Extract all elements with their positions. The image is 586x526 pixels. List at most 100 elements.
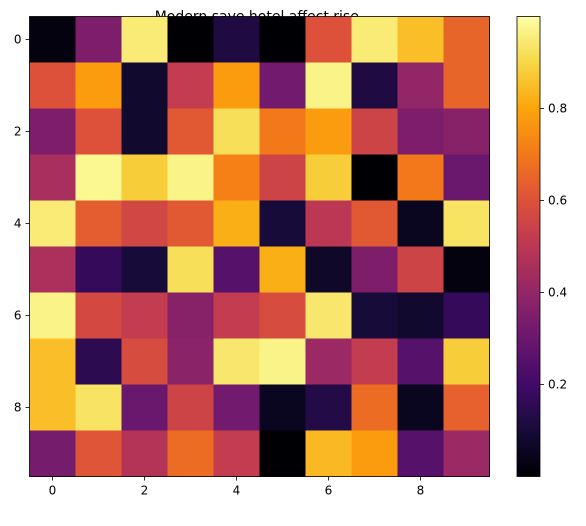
- colorbar-gradient: [517, 16, 540, 477]
- heatmap-cell: [75, 154, 122, 201]
- heatmap-cell: [397, 154, 444, 201]
- colorbar: 0.2 0.4 0.6 0.8: [516, 16, 567, 477]
- heatmap-cell: [443, 384, 490, 431]
- colorbar-tick-label: 0.6: [548, 194, 567, 208]
- heatmap-cell: [167, 62, 214, 109]
- heatmap-cell: [351, 62, 398, 109]
- heatmap-cell: [167, 246, 214, 293]
- heatmap-cell: [305, 246, 352, 293]
- heatmap-cell: [351, 16, 398, 63]
- heatmap-cell: [29, 430, 76, 477]
- heatmap-cell: [29, 16, 76, 63]
- heatmap-cell: [259, 200, 306, 247]
- heatmap-cell: [75, 338, 122, 385]
- heatmap-cell: [121, 154, 168, 201]
- heatmap-cell: [351, 384, 398, 431]
- heatmap-cell: [75, 292, 122, 339]
- heatmap-cell: [443, 292, 490, 339]
- heatmap-cell: [305, 200, 352, 247]
- x-tick-label: 6: [325, 484, 333, 498]
- heatmap-cell: [259, 62, 306, 109]
- heatmap-cell: [305, 62, 352, 109]
- x-tick-label: 2: [141, 484, 149, 498]
- y-tick-label: 0: [14, 33, 22, 47]
- heatmap-cell: [121, 16, 168, 63]
- heatmap-cell: [213, 62, 260, 109]
- heatmap-cell: [259, 384, 306, 431]
- heatmap-cell: [121, 384, 168, 431]
- colorbar-tick-label: 0.4: [548, 286, 567, 300]
- heatmap-cell: [305, 430, 352, 477]
- heatmap-cell: [443, 154, 490, 201]
- heatmap-cell: [443, 16, 490, 63]
- heatmap-cell: [213, 108, 260, 155]
- heatmap-cell: [305, 338, 352, 385]
- heatmap-cell: [305, 108, 352, 155]
- heatmap-cell: [75, 108, 122, 155]
- heatmap-cell: [397, 16, 444, 63]
- heatmap-cell: [29, 200, 76, 247]
- heatmap-cell: [351, 430, 398, 477]
- heatmap-cell: [305, 16, 352, 63]
- heatmap-cell: [351, 338, 398, 385]
- y-tick-label: 8: [14, 401, 22, 415]
- heatmap-cell: [443, 108, 490, 155]
- heatmap-cell: [397, 292, 444, 339]
- heatmap-cell: [443, 430, 490, 477]
- y-axis: 0 2 4 6 8: [14, 33, 30, 415]
- x-axis: 0 2 4 6 8: [49, 476, 425, 498]
- heatmap-cell: [443, 246, 490, 293]
- heatmap-cell: [213, 430, 260, 477]
- heatmap-cell: [351, 246, 398, 293]
- heatmap-cell: [397, 430, 444, 477]
- heatmap-cell: [29, 154, 76, 201]
- heatmap-cell: [213, 16, 260, 63]
- heatmap-cell: [351, 108, 398, 155]
- colorbar-tick-label: 0.2: [548, 378, 567, 392]
- heatmap-cell: [213, 200, 260, 247]
- x-tick-label: 4: [233, 484, 241, 498]
- heatmap-cell: [213, 384, 260, 431]
- x-tick-label: 0: [49, 484, 57, 498]
- heatmap-cell: [305, 292, 352, 339]
- x-tick-label: 8: [417, 484, 425, 498]
- heatmap-cell: [305, 384, 352, 431]
- y-tick-label: 2: [14, 125, 22, 139]
- heatmap-cell: [213, 338, 260, 385]
- heatmap-cell: [167, 384, 214, 431]
- heatmap-cell: [29, 246, 76, 293]
- heatmap-cell: [351, 292, 398, 339]
- heatmap-cell: [121, 338, 168, 385]
- colorbar-ticks: 0.2 0.4 0.6 0.8: [540, 102, 567, 392]
- heatmap-cell: [167, 338, 214, 385]
- heatmap-cell: [259, 292, 306, 339]
- heatmap-cell: [29, 62, 76, 109]
- heatmap-cell: [397, 384, 444, 431]
- heatmap-cell: [167, 200, 214, 247]
- heatmap-cell: [213, 246, 260, 293]
- heatmap-cell: [121, 62, 168, 109]
- heatmap-cell: [213, 292, 260, 339]
- y-tick-label: 4: [14, 217, 22, 231]
- heatmap-cell: [397, 338, 444, 385]
- colorbar-frame: [516, 16, 541, 477]
- heatmap-cell: [121, 430, 168, 477]
- heatmap-cell: [213, 154, 260, 201]
- heatmap-cell: [259, 154, 306, 201]
- heatmap-cell: [29, 108, 76, 155]
- heatmap-cell: [75, 16, 122, 63]
- heatmap-cell: [29, 292, 76, 339]
- heatmap-cell: [351, 154, 398, 201]
- heatmap-cell: [397, 246, 444, 293]
- heatmap-cell: [75, 62, 122, 109]
- heatmap-cell: [167, 154, 214, 201]
- heatmap-cells: [29, 16, 490, 477]
- heatmap-cell: [397, 200, 444, 247]
- heatmap-cell: [351, 200, 398, 247]
- colorbar-tick-label: 0.8: [548, 102, 567, 116]
- heatmap-cell: [121, 246, 168, 293]
- heatmap-cell: [75, 430, 122, 477]
- heatmap-cell: [443, 62, 490, 109]
- heatmap-cell: [259, 16, 306, 63]
